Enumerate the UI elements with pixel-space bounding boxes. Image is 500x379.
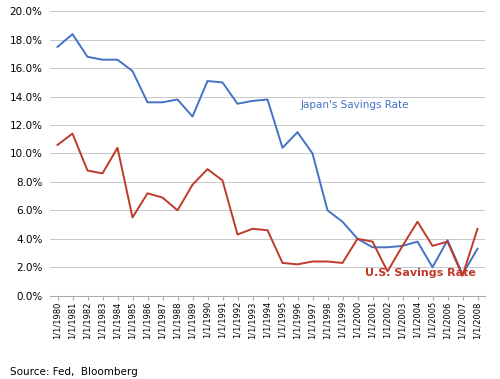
Text: Source: Fed,  Bloomberg: Source: Fed, Bloomberg bbox=[10, 367, 138, 377]
Text: Japan's Savings Rate: Japan's Savings Rate bbox=[300, 100, 409, 110]
Text: U.S. Savings Rate: U.S. Savings Rate bbox=[365, 268, 476, 278]
